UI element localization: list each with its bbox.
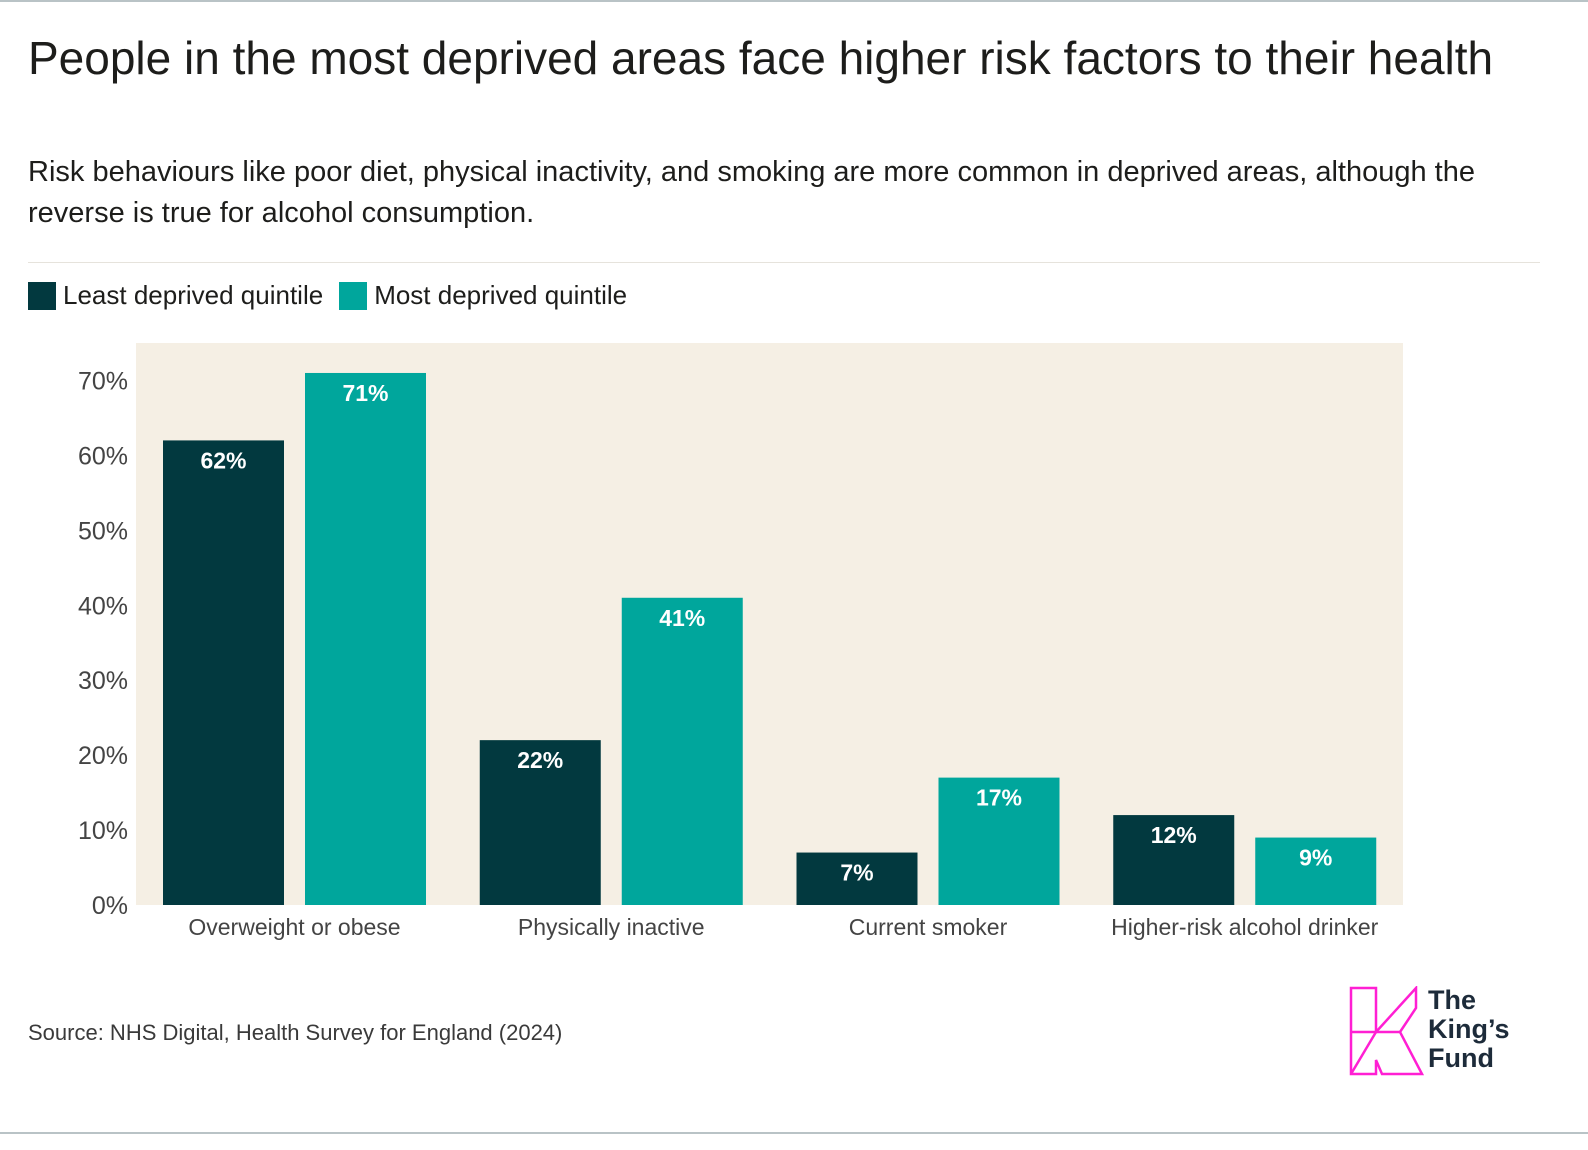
source-note: Source: NHS Digital, Health Survey for E… (28, 1020, 563, 1045)
y-tick-label: 30% (78, 667, 128, 695)
bar (479, 740, 601, 905)
x-category-label: Physically inactive (518, 914, 705, 940)
bar (796, 852, 918, 905)
legend-swatch-most-deprived (339, 281, 368, 310)
logo-line-1: The (1428, 985, 1477, 1015)
y-tick-label: 50% (78, 517, 128, 545)
bar-value-label: 17% (976, 785, 1022, 811)
legend: Least deprived quintile Most deprived qu… (28, 280, 643, 311)
bar (938, 777, 1060, 905)
bottom-border (0, 1132, 1588, 1134)
bar-chart: 0% 10% 20% 30% 40% 50% 60% 70% 62% 71% Overweight … (78, 343, 1403, 940)
bar-value-label: 12% (1151, 822, 1197, 848)
x-category-label: Higher-risk alcohol drinker (1111, 914, 1378, 940)
bar (163, 440, 284, 905)
chart-subtitle: Risk behaviours like poor diet, physical… (28, 156, 1475, 229)
legend-item-least-deprived: Least deprived quintile (28, 280, 323, 311)
bar-value-label: 9% (1299, 845, 1332, 871)
bar-value-label: 7% (840, 860, 873, 886)
logo-line-3: Fund (1428, 1043, 1494, 1073)
bar (621, 597, 743, 905)
y-tick-label: 20% (78, 742, 128, 770)
chart-title: People in the most deprived areas face h… (28, 32, 1494, 84)
bar (1113, 815, 1235, 905)
legend-swatch-least-deprived (28, 281, 56, 310)
logo-wordmark: The King’s Fund (1428, 986, 1510, 1073)
y-tick-label: 40% (78, 592, 128, 620)
bar-value-label: 22% (517, 747, 563, 773)
legend-item-most-deprived: Most deprived quintile (339, 280, 627, 311)
y-tick-label: 10% (78, 817, 128, 845)
top-border (0, 0, 1588, 2)
kings-fund-logo: The King’s Fund (1348, 984, 1528, 1078)
bar-value-label: 62% (200, 447, 246, 473)
legend-label-most-deprived: Most deprived quintile (374, 280, 628, 310)
bar-value-label: 71% (342, 380, 388, 406)
bar-value-label: 41% (659, 605, 705, 631)
x-category-label: Overweight or obese (188, 914, 400, 940)
y-tick-label: 0% (92, 892, 128, 920)
y-tick-label: 70% (78, 367, 128, 395)
logo-line-2: King’s (1428, 1014, 1510, 1044)
y-tick-label: 60% (78, 442, 128, 470)
bar (1255, 837, 1377, 905)
kings-fund-logo-mark-icon (1349, 984, 1425, 1076)
legend-label-least-deprived: Least deprived quintile (63, 280, 324, 310)
bar (305, 372, 426, 905)
header-divider (28, 262, 1540, 263)
x-category-label: Current smoker (849, 914, 1008, 940)
